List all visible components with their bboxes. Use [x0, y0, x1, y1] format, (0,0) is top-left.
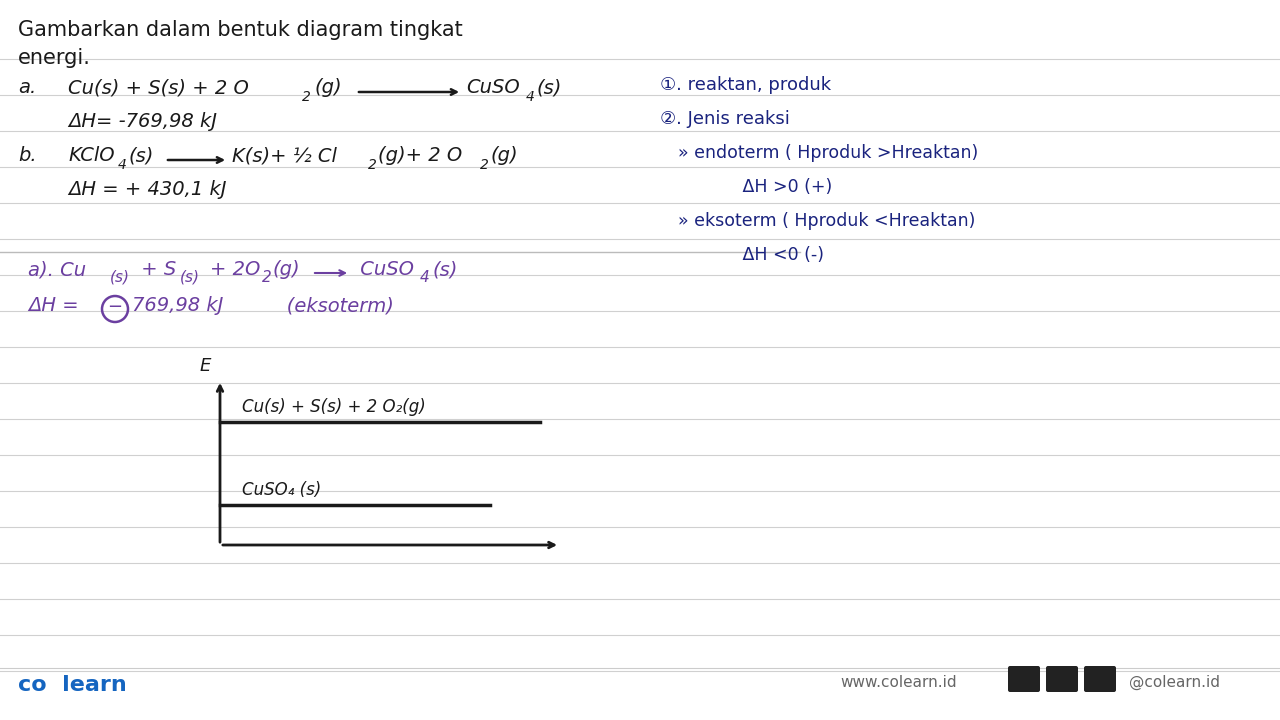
Text: 2: 2: [480, 158, 489, 172]
Text: E: E: [200, 357, 211, 375]
Text: + S: + S: [134, 260, 177, 279]
Text: 4: 4: [526, 90, 535, 104]
Text: (g)+ 2 O: (g)+ 2 O: [378, 146, 462, 165]
FancyBboxPatch shape: [1084, 666, 1116, 692]
Text: a). Cu: a). Cu: [28, 260, 86, 279]
Text: b.: b.: [18, 146, 37, 165]
Text: KClO: KClO: [68, 146, 115, 165]
Text: (eksoterm): (eksoterm): [268, 296, 394, 315]
Text: 4: 4: [118, 158, 127, 172]
Text: ΔH <0 (-): ΔH <0 (-): [716, 246, 824, 264]
Text: co  learn: co learn: [18, 675, 127, 695]
Text: −: −: [108, 298, 123, 316]
Text: (g): (g): [273, 260, 300, 279]
Text: www.colearn.id: www.colearn.id: [840, 675, 956, 690]
FancyBboxPatch shape: [1009, 666, 1039, 692]
Text: a.: a.: [18, 78, 36, 97]
Text: + 2O: + 2O: [210, 260, 260, 279]
Text: ΔH >0 (+): ΔH >0 (+): [716, 178, 832, 196]
Text: energi.: energi.: [18, 48, 91, 68]
Text: Cu(s) + S(s) + 2 O₂(g): Cu(s) + S(s) + 2 O₂(g): [242, 398, 426, 416]
Text: 2: 2: [262, 270, 271, 285]
Text: (g): (g): [490, 146, 517, 165]
Text: ΔH = + 430,1 kJ: ΔH = + 430,1 kJ: [68, 180, 227, 199]
Text: CuSO: CuSO: [466, 78, 520, 97]
Text: CuSO₄ (s): CuSO₄ (s): [242, 481, 321, 499]
Text: K(s)+ ½ Cl: K(s)+ ½ Cl: [232, 146, 337, 165]
Text: (s): (s): [128, 146, 154, 165]
Text: (g): (g): [314, 78, 342, 97]
Text: CuSO: CuSO: [355, 260, 413, 279]
Text: » endoterm ( Hproduk >Hreaktan): » endoterm ( Hproduk >Hreaktan): [678, 144, 978, 162]
Text: @colearn.id: @colearn.id: [1129, 675, 1220, 690]
Text: ②. Jenis reaksi: ②. Jenis reaksi: [660, 110, 790, 128]
Text: (s): (s): [110, 270, 131, 285]
Text: (s): (s): [538, 78, 562, 97]
Text: 769,98 kJ: 769,98 kJ: [132, 296, 224, 315]
Text: ①. reaktan, produk: ①. reaktan, produk: [660, 76, 831, 94]
FancyBboxPatch shape: [1046, 666, 1078, 692]
Text: (s): (s): [433, 260, 457, 279]
Text: ΔH =: ΔH =: [28, 296, 78, 315]
Text: 2: 2: [369, 158, 376, 172]
Text: ΔH= -769,98 kJ: ΔH= -769,98 kJ: [68, 112, 218, 131]
Text: Gambarkan dalam bentuk diagram tingkat: Gambarkan dalam bentuk diagram tingkat: [18, 20, 463, 40]
Text: Cu(s) + S(s) + 2 O: Cu(s) + S(s) + 2 O: [68, 78, 248, 97]
Text: (s): (s): [180, 270, 200, 285]
Text: 4: 4: [420, 270, 430, 285]
Text: » eksoterm ( Hproduk <Hreaktan): » eksoterm ( Hproduk <Hreaktan): [678, 212, 975, 230]
Text: 2: 2: [302, 90, 311, 104]
